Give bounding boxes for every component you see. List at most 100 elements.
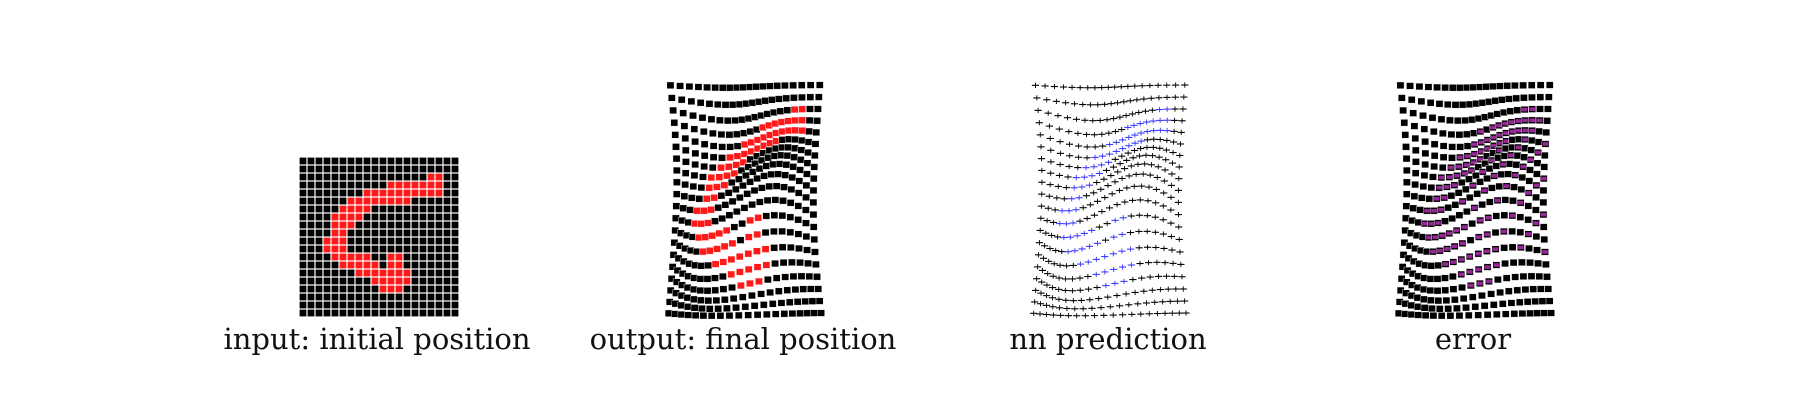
grid-cell bbox=[1414, 218, 1423, 227]
grid-cell bbox=[451, 277, 459, 285]
digit-cell bbox=[1441, 260, 1450, 268]
grid-cell bbox=[1514, 143, 1523, 151]
grid-cell bbox=[1491, 97, 1500, 105]
grid-cell bbox=[1527, 81, 1536, 89]
grid-cell bbox=[672, 143, 680, 151]
grid-cell bbox=[805, 272, 814, 280]
grid-cell bbox=[671, 310, 679, 318]
grid-cell bbox=[363, 285, 371, 293]
grid-cell bbox=[755, 165, 764, 173]
grid-cell bbox=[1482, 83, 1490, 91]
grid-cell bbox=[1524, 216, 1532, 224]
grid-cell bbox=[815, 297, 824, 305]
grid-cell bbox=[1427, 184, 1436, 192]
grid-cell bbox=[1031, 82, 1040, 88]
grid-cell bbox=[690, 304, 699, 312]
digit-cell bbox=[704, 219, 712, 227]
grid-cell bbox=[1129, 276, 1137, 283]
grid-cell bbox=[435, 309, 443, 317]
grid-cell bbox=[769, 160, 777, 168]
grid-cell bbox=[419, 253, 427, 261]
grid-cell bbox=[794, 230, 803, 238]
grid-cell bbox=[1070, 101, 1079, 107]
grid-cell bbox=[1420, 171, 1429, 179]
grid-cell bbox=[708, 164, 717, 172]
grid-cell bbox=[1104, 294, 1112, 300]
grid-cell bbox=[451, 261, 459, 269]
grid-cell bbox=[1175, 310, 1183, 316]
grid-cell bbox=[1540, 235, 1549, 244]
digit-cell bbox=[744, 265, 753, 273]
grid-cell bbox=[387, 221, 395, 229]
grid-cell bbox=[1148, 153, 1157, 159]
grid-cell bbox=[1142, 300, 1151, 306]
grid-cell bbox=[1162, 147, 1170, 153]
grid-cell bbox=[700, 152, 709, 160]
digit-cell bbox=[1112, 139, 1120, 146]
grid-cell bbox=[411, 221, 419, 229]
grid-cell bbox=[443, 253, 451, 261]
grid-cell bbox=[1533, 170, 1541, 178]
digit-cell bbox=[1111, 280, 1119, 287]
grid-cell bbox=[1045, 193, 1053, 199]
grid-cell bbox=[443, 261, 451, 269]
grid-cell bbox=[756, 198, 764, 206]
grid-cell bbox=[1071, 306, 1079, 312]
digit-cell bbox=[1088, 227, 1096, 234]
grid-cell bbox=[307, 229, 315, 237]
grid-cell bbox=[1483, 311, 1492, 319]
digit-cell bbox=[1119, 137, 1127, 143]
digit-cell bbox=[1068, 196, 1076, 202]
grid-cell bbox=[721, 296, 729, 304]
grid-cell bbox=[1411, 134, 1420, 143]
digit-cell bbox=[363, 205, 371, 213]
grid-cell bbox=[1033, 276, 1041, 282]
digit-cell bbox=[355, 213, 363, 221]
grid-cell bbox=[1478, 291, 1486, 300]
grid-cell bbox=[1111, 179, 1119, 185]
grid-cell bbox=[1439, 142, 1448, 150]
digit-cell bbox=[1118, 264, 1127, 270]
grid-cell bbox=[355, 245, 363, 253]
digit-cell bbox=[1456, 153, 1464, 161]
nn-prediction-grid bbox=[1030, 82, 1190, 319]
grid-cell bbox=[1489, 82, 1497, 90]
grid-cell bbox=[801, 297, 810, 305]
grid-cell bbox=[815, 81, 824, 89]
grid-cell bbox=[672, 190, 681, 198]
grid-cell bbox=[781, 273, 789, 281]
digit-cell bbox=[347, 197, 355, 205]
grid-cell bbox=[299, 245, 307, 253]
grid-cell bbox=[1472, 100, 1480, 108]
digit-cell bbox=[1432, 195, 1441, 203]
grid-cell bbox=[1162, 157, 1170, 163]
grid-cell bbox=[1120, 99, 1128, 105]
grid-cell bbox=[299, 173, 307, 181]
grid-cell bbox=[1177, 129, 1185, 136]
grid-cell bbox=[805, 116, 814, 124]
grid-cell bbox=[691, 149, 700, 157]
grid-cell bbox=[1154, 273, 1163, 280]
digit-cell bbox=[1156, 127, 1164, 133]
grid-cell bbox=[339, 269, 347, 277]
grid-cell bbox=[403, 229, 411, 237]
digit-cell bbox=[1521, 116, 1529, 124]
grid-cell bbox=[1136, 260, 1144, 267]
grid-cell bbox=[1081, 313, 1089, 319]
grid-cell bbox=[443, 237, 451, 245]
grid-cell bbox=[1148, 287, 1156, 293]
grid-cell bbox=[1401, 131, 1410, 139]
grid-cell bbox=[813, 273, 821, 281]
grid-cell bbox=[1123, 185, 1131, 191]
grid-cell bbox=[1507, 299, 1516, 307]
grid-cell bbox=[387, 229, 395, 237]
input-initial-position-grid bbox=[299, 157, 459, 317]
grid-cell bbox=[1109, 312, 1117, 318]
grid-cell bbox=[1111, 128, 1119, 135]
grid-cell bbox=[1032, 287, 1040, 294]
grid-cell bbox=[690, 274, 698, 282]
digit-cell bbox=[331, 253, 339, 261]
grid-cell bbox=[769, 108, 778, 117]
grid-cell bbox=[1529, 285, 1538, 293]
grid-cell bbox=[427, 229, 435, 237]
